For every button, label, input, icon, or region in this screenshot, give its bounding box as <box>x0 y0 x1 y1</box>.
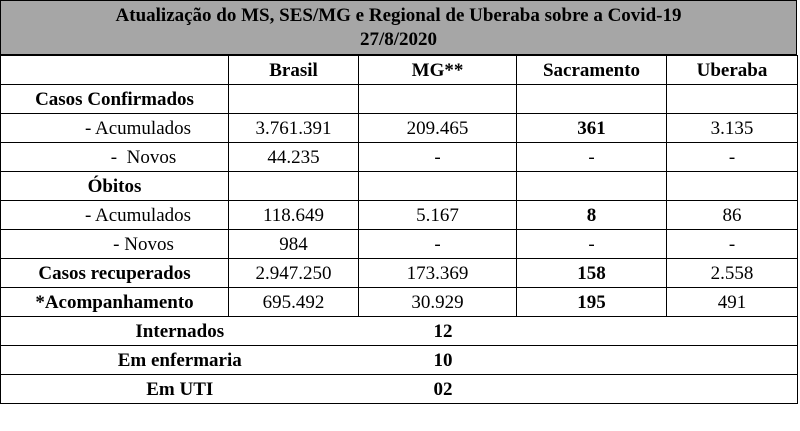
table-row: - Novos 44.235 - - - <box>0 142 798 172</box>
header-brasil: Brasil <box>228 55 359 85</box>
empty-cell <box>358 84 517 114</box>
table-row: *Acompanhamento 695.492 30.929 195 491 <box>0 287 798 317</box>
row-label: - Novos <box>0 142 229 172</box>
table-row: Casos recuperados 2.947.250 173.369 158 … <box>0 258 798 288</box>
cell-sacramento: - <box>516 142 667 172</box>
cell-uberaba: 2.558 <box>666 258 798 288</box>
row-label: - Acumulados <box>0 113 229 143</box>
header-row: Brasil MG** Sacramento Uberaba <box>0 55 798 85</box>
cell-sacramento: - <box>516 229 667 259</box>
cell-mg: 30.929 <box>358 287 517 317</box>
title-date: 27/8/2020 <box>359 29 438 50</box>
table-row: - Novos 984 - - - <box>0 229 798 259</box>
header-mg: MG** <box>358 55 517 85</box>
cell-mg: 5.167 <box>358 200 517 230</box>
section-label-obitos: Óbitos <box>0 171 229 201</box>
row-label: *Acompanhamento <box>0 287 229 317</box>
detail-label: Em enfermaria <box>0 345 359 375</box>
cell-sacramento: 361 <box>516 113 667 143</box>
cell-sacramento: 195 <box>516 287 667 317</box>
detail-value: 12 <box>358 316 798 346</box>
table-title: Atualização do MS, SES/MG e Regional de … <box>0 0 797 55</box>
cell-brasil: 695.492 <box>228 287 359 317</box>
empty-cell <box>666 84 798 114</box>
table-row: - Acumulados 3.761.391 209.465 361 3.135 <box>0 113 798 143</box>
detail-row: Em enfermaria 10 <box>0 345 798 375</box>
empty-cell <box>516 84 667 114</box>
cell-uberaba: 86 <box>666 200 798 230</box>
empty-cell <box>516 171 667 201</box>
detail-value: 02 <box>358 374 798 404</box>
cell-uberaba: - <box>666 142 798 172</box>
detail-row: Internados 12 <box>0 316 798 346</box>
cell-mg: - <box>358 229 517 259</box>
cell-uberaba: 491 <box>666 287 798 317</box>
cell-uberaba: - <box>666 229 798 259</box>
cell-mg: - <box>358 142 517 172</box>
detail-value: 10 <box>358 345 798 375</box>
cell-brasil: 3.761.391 <box>228 113 359 143</box>
row-label: - Novos <box>0 229 229 259</box>
cell-mg: 209.465 <box>358 113 517 143</box>
cell-brasil: 2.947.250 <box>228 258 359 288</box>
empty-cell <box>358 171 517 201</box>
detail-label: Em UTI <box>0 374 359 404</box>
section-row-confirmados: Casos Confirmados <box>0 84 798 114</box>
detail-row: Em UTI 02 <box>0 374 798 404</box>
row-label: - Acumulados <box>0 200 229 230</box>
detail-label: Internados <box>0 316 359 346</box>
row-label: Casos recuperados <box>0 258 229 288</box>
header-sacramento: Sacramento <box>516 55 667 85</box>
cell-brasil: 44.235 <box>228 142 359 172</box>
table-row: - Acumulados 118.649 5.167 8 86 <box>0 200 798 230</box>
covid-table: Brasil MG** Sacramento Uberaba Casos Con… <box>0 55 798 404</box>
cell-brasil: 118.649 <box>228 200 359 230</box>
cell-sacramento: 8 <box>516 200 667 230</box>
cell-sacramento: 158 <box>516 258 667 288</box>
header-cell-empty <box>0 55 229 85</box>
empty-cell <box>228 84 359 114</box>
empty-cell <box>228 171 359 201</box>
cell-mg: 173.369 <box>358 258 517 288</box>
section-row-obitos: Óbitos <box>0 171 798 201</box>
title-line-1: Atualização do MS, SES/MG e Regional de … <box>115 5 682 26</box>
header-uberaba: Uberaba <box>666 55 798 85</box>
cell-brasil: 984 <box>228 229 359 259</box>
section-label-confirmados: Casos Confirmados <box>0 84 229 114</box>
cell-uberaba: 3.135 <box>666 113 798 143</box>
empty-cell <box>666 171 798 201</box>
